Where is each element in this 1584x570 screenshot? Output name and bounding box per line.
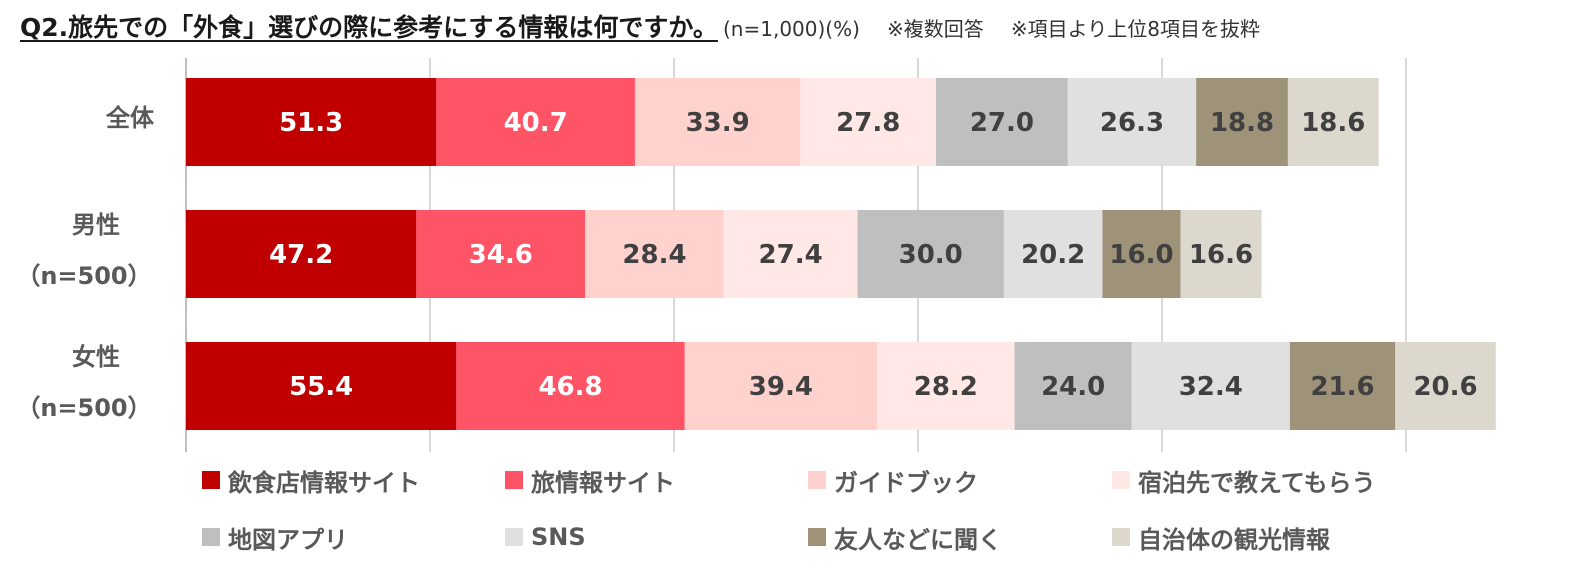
legend-item: SNS xyxy=(505,522,586,552)
legend-item: 自治体の観光情報 xyxy=(1112,522,1330,554)
bar-segment xyxy=(634,78,801,166)
data-label: 16.6 xyxy=(1189,240,1253,270)
data-label: 26.3 xyxy=(1100,108,1164,138)
legend-swatch xyxy=(202,528,220,546)
category-label: 男性 xyxy=(72,211,120,239)
legend-item: 旅情報サイト xyxy=(505,465,675,497)
legend-label: 自治体の観光情報 xyxy=(1138,525,1330,554)
category-sample-label: （n=500） xyxy=(16,394,151,422)
legend-swatch xyxy=(1112,528,1130,546)
bar-segment xyxy=(800,78,937,166)
sample-size-note: (n=1,000)(%) xyxy=(723,17,860,41)
bar-segment xyxy=(857,210,1004,298)
bar-segment xyxy=(186,342,457,430)
data-label: 16.0 xyxy=(1109,240,1173,270)
legend-label: 飲食店情報サイト xyxy=(228,468,420,497)
data-label: 20.2 xyxy=(1021,240,1085,270)
bar-segment xyxy=(456,342,685,430)
legend-label: ガイドブック xyxy=(834,468,978,497)
legend-swatch xyxy=(202,471,220,489)
bar-segment xyxy=(1102,210,1181,298)
bar-segment xyxy=(186,210,417,298)
data-label: 27.8 xyxy=(836,108,900,138)
bar-segment xyxy=(684,342,878,430)
legend-label: 宿泊先で教えてもらう xyxy=(1138,468,1376,497)
bar-segment xyxy=(186,78,437,166)
bar-segment xyxy=(936,78,1068,166)
bar-segment xyxy=(1196,78,1288,166)
category-label: 女性 xyxy=(72,343,120,371)
bar-segment xyxy=(436,78,635,166)
bar-segment xyxy=(585,210,724,298)
legend-item: 地図アプリ xyxy=(202,522,348,554)
data-label: 18.8 xyxy=(1210,108,1274,138)
data-label: 40.7 xyxy=(504,108,568,138)
data-label: 46.8 xyxy=(538,372,602,402)
title-row: Q2.旅先での「外食」選びの際に参考にする情報は何ですか。 (n=1,000)(… xyxy=(20,8,1580,48)
bar-segment xyxy=(1395,342,1496,430)
data-label: 30.0 xyxy=(899,240,963,270)
data-label: 47.2 xyxy=(269,240,333,270)
data-label: 24.0 xyxy=(1041,372,1105,402)
bar-segment xyxy=(877,342,1015,430)
data-label: 28.4 xyxy=(622,240,686,270)
legend-swatch xyxy=(1112,471,1130,489)
legend-swatch xyxy=(505,528,523,546)
data-label: 18.6 xyxy=(1301,108,1365,138)
data-label: 39.4 xyxy=(749,372,813,402)
data-label: 32.4 xyxy=(1179,372,1243,402)
data-label: 27.4 xyxy=(759,240,823,270)
bar-segment xyxy=(1289,342,1396,430)
data-label: 20.6 xyxy=(1413,372,1477,402)
data-label: 21.6 xyxy=(1310,372,1374,402)
bar-segment xyxy=(1003,210,1103,298)
legend-swatch xyxy=(505,471,523,489)
bar-segment xyxy=(1014,342,1132,430)
legend-item: 飲食店情報サイト xyxy=(202,465,420,497)
legend-item: ガイドブック xyxy=(808,465,978,497)
legend-item: 友人などに聞く xyxy=(808,522,1002,554)
category-label: 全体 xyxy=(105,104,155,132)
legend-label: 友人などに聞く xyxy=(834,525,1002,554)
legend-label: 地図アプリ xyxy=(228,525,348,554)
data-label: 27.0 xyxy=(970,108,1034,138)
legend-swatch xyxy=(808,471,826,489)
data-label: 33.9 xyxy=(686,108,750,138)
bar-segment xyxy=(1067,78,1197,166)
bar-segment xyxy=(723,210,858,298)
data-label: 51.3 xyxy=(279,108,343,138)
category-sample-label: （n=500） xyxy=(16,262,151,290)
legend-label: 旅情報サイト xyxy=(531,468,675,497)
chart-title: Q2.旅先での「外食」選びの際に参考にする情報は何ですか。 xyxy=(20,13,718,42)
legend-label: SNS xyxy=(531,523,586,551)
bar-segment xyxy=(1131,342,1290,430)
data-label: 34.6 xyxy=(469,240,533,270)
data-label: 28.2 xyxy=(914,372,978,402)
top-items-note: ※項目より上位8項目を抜粋 xyxy=(1010,17,1260,41)
bar-segment xyxy=(1180,210,1262,298)
bar-segment xyxy=(1287,78,1379,166)
legend-item: 宿泊先で教えてもらう xyxy=(1112,465,1376,497)
data-label: 55.4 xyxy=(289,372,353,402)
legend-swatch xyxy=(808,528,826,546)
multiple-answer-note: ※複数回答 xyxy=(887,17,984,41)
bar-segment xyxy=(416,210,586,298)
